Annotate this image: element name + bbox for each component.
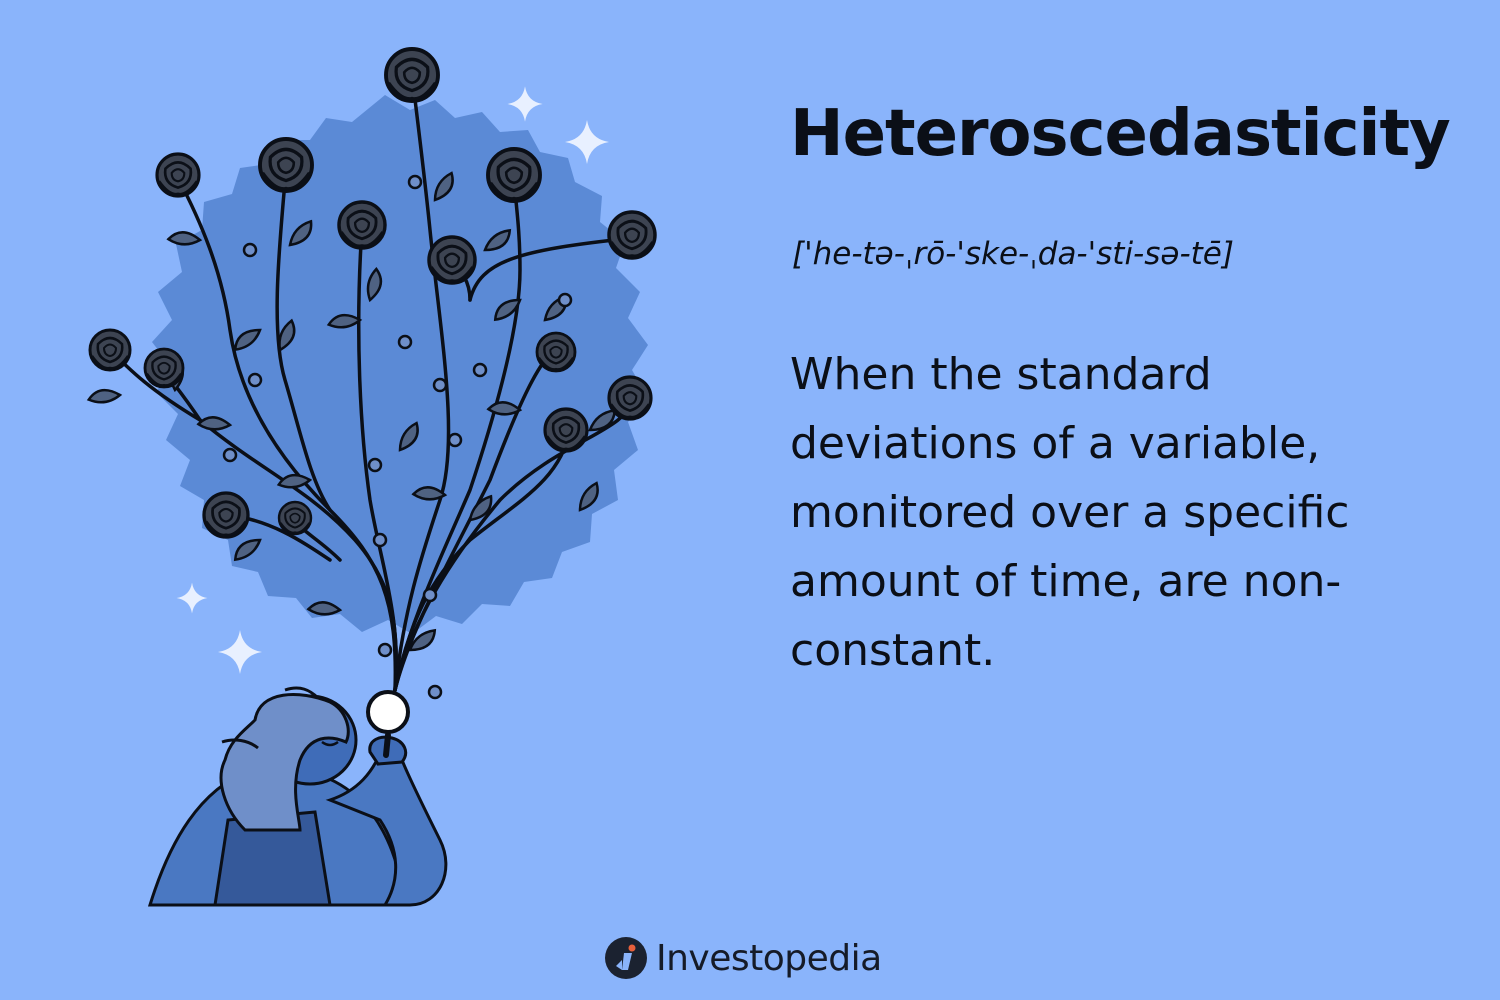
person-figure [147, 686, 448, 907]
brand-name: Investopedia [656, 937, 882, 979]
definition-text: When the standard deviations of a variab… [790, 349, 1350, 676]
brand-logo-lockup: Investopedia [604, 930, 882, 986]
bush-shape [152, 95, 648, 634]
illustration [87, 47, 657, 907]
investopedia-logo-icon [605, 937, 647, 979]
term-title: Heteroscedasticity [790, 97, 1451, 171]
pronunciation: ['he-tə-ˌrō-'ske-ˌda-'sti-sə-tē] [792, 236, 1234, 272]
magnifying-glass-icon [366, 690, 410, 758]
